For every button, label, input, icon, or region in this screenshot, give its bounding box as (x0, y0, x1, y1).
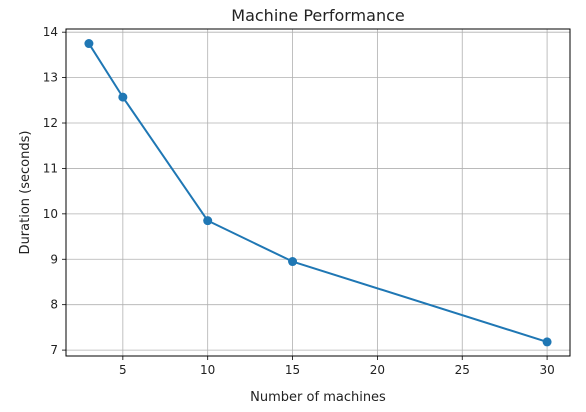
x-tick-label: 5 (119, 363, 127, 377)
x-tick-label: 25 (455, 363, 470, 377)
y-tick-label: 11 (43, 161, 58, 175)
x-tick-label: 10 (200, 363, 215, 377)
plot-frame (65, 28, 571, 357)
x-axis-label: Number of machines (250, 390, 386, 405)
y-tick-label: 7 (50, 343, 58, 357)
data-point (203, 216, 213, 226)
data-point (542, 337, 552, 347)
y-tick-label: 13 (43, 71, 58, 85)
y-tick-label: 8 (50, 298, 58, 312)
x-tick-label: 20 (370, 363, 385, 377)
chart-title: Machine Performance (231, 6, 404, 25)
y-tick-label: 12 (43, 116, 58, 130)
y-tick-label: 14 (43, 25, 58, 39)
y-tick-label: 9 (50, 252, 58, 266)
ticks: 5 10 15 20 25 30 7 8 9 10 11 12 13 14 (43, 25, 555, 377)
y-axis-label: Duration (seconds) (18, 131, 33, 255)
y-tick-label: 10 (43, 207, 58, 221)
grid (66, 29, 570, 356)
data-point (84, 39, 94, 49)
x-tick-label: 30 (539, 363, 554, 377)
data-point (118, 92, 128, 102)
x-tick-label: 15 (285, 363, 300, 377)
series-layer (84, 39, 552, 347)
data-point (288, 257, 298, 267)
